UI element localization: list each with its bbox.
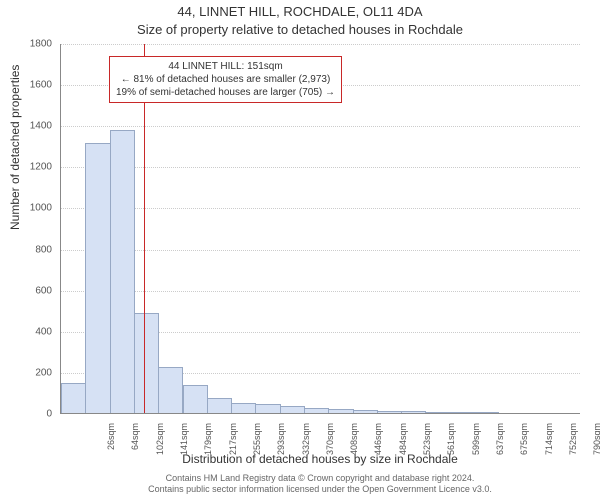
gridline-h [61,250,580,251]
x-tick-label: 790sqm [592,423,600,463]
y-tick-label: 1800 [30,39,52,50]
histogram-bar [280,406,305,413]
y-tick-container: 020040060080010001200140016001800 [0,44,56,414]
gridline-h [61,126,580,127]
histogram-bar [207,398,232,413]
y-tick-label: 800 [35,244,52,255]
x-tick-container: 26sqm64sqm102sqm141sqm179sqm217sqm255sqm… [60,416,580,452]
x-axis-label: Distribution of detached houses by size … [60,452,580,466]
gridline-h [61,208,580,209]
y-tick-label: 400 [35,326,52,337]
page-title-line2: Size of property relative to detached ho… [0,22,600,37]
page-title-line1: 44, LINNET HILL, ROCHDALE, OL11 4DA [0,4,600,19]
histogram-bar [110,130,135,413]
histogram-bar [474,412,499,413]
histogram-bar [255,404,280,413]
histogram-bar [231,403,256,413]
gridline-h [61,167,580,168]
gridline-h [61,291,580,292]
y-tick-label: 1400 [30,121,52,132]
histogram-bar [353,410,378,413]
histogram-bar [401,411,426,413]
histogram-bar [304,408,329,413]
histogram-plot-area: 44 LINNET HILL: 151sqm ← 81% of detached… [60,44,580,414]
histogram-bar [134,313,159,413]
y-tick-label: 600 [35,285,52,296]
annotation-box: 44 LINNET HILL: 151sqm ← 81% of detached… [109,56,342,103]
y-tick-label: 1000 [30,203,52,214]
histogram-bar [328,409,353,413]
histogram-bar [183,385,208,413]
histogram-bar [85,143,110,413]
histogram-bar [450,412,475,413]
y-tick-label: 1600 [30,80,52,91]
histogram-bar [426,412,451,413]
annotation-line1: 44 LINNET HILL: 151sqm [116,60,335,73]
gridline-h [61,44,580,45]
histogram-bar [61,383,86,413]
y-tick-label: 1200 [30,162,52,173]
y-tick-label: 200 [35,367,52,378]
histogram-bar [158,367,183,413]
annotation-line3: 19% of semi-detached houses are larger (… [116,86,335,99]
annotation-line2: ← 81% of detached houses are smaller (2,… [116,73,335,86]
histogram-bar [377,411,402,413]
attribution-footer: Contains HM Land Registry data © Crown c… [60,473,580,496]
y-tick-label: 0 [46,409,52,420]
footer-line1: Contains HM Land Registry data © Crown c… [60,473,580,485]
footer-line2: Contains public sector information licen… [60,484,580,496]
